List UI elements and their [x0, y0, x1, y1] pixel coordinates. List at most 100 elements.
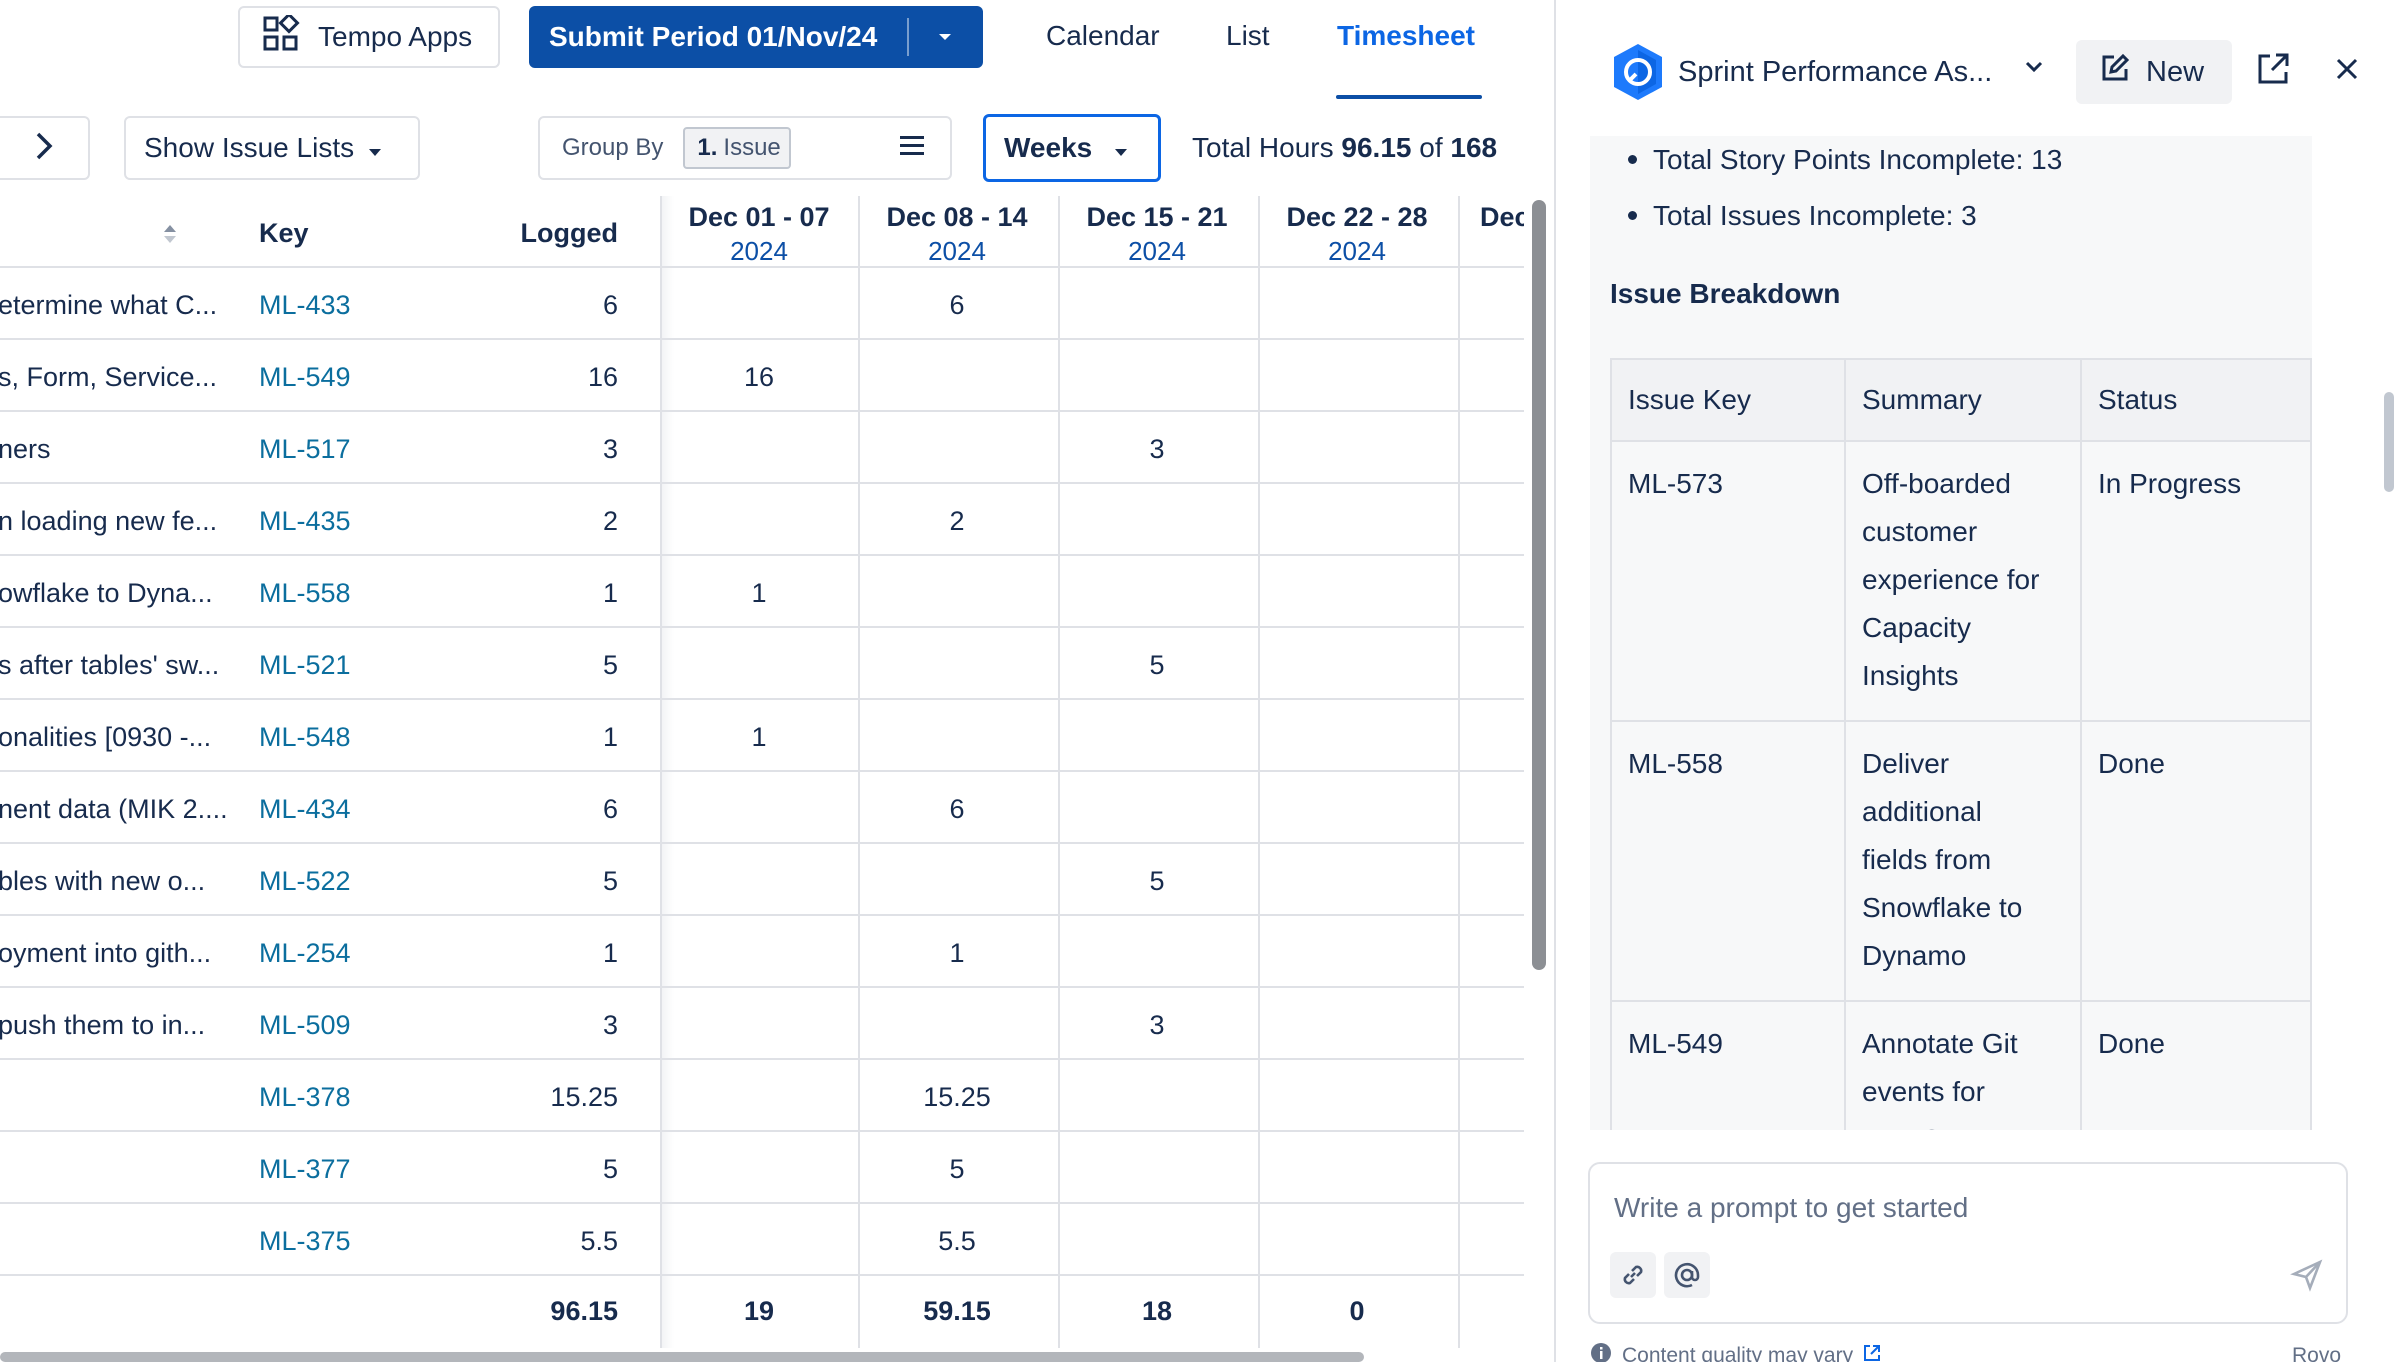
week-hours-cell[interactable]: 3 — [1149, 434, 1165, 464]
panel-scrollbar[interactable] — [2384, 392, 2394, 492]
issue-summary[interactable]: s after tables' sw... — [0, 650, 220, 680]
issue-key-link[interactable]: ML-434 — [259, 794, 351, 824]
issue-summary[interactable]: owflake to Dyna... — [0, 578, 213, 608]
week-hours-cell[interactable]: 1 — [949, 938, 965, 968]
issue-key-link[interactable]: ML-548 — [259, 722, 351, 752]
open-external-icon[interactable] — [2256, 52, 2290, 91]
week-year: 2024 — [1328, 236, 1386, 266]
chevron-down-icon[interactable] — [2024, 60, 2044, 79]
week-hours-cell[interactable]: 16 — [743, 362, 775, 392]
summary-line: Deliver — [1862, 748, 1950, 779]
week-range: Dec — [1480, 202, 1524, 232]
issue-key-link[interactable]: ML-517 — [259, 434, 351, 464]
issue-key-link[interactable]: ML-522 — [259, 866, 351, 896]
tempo-apps-button[interactable]: Tempo Apps — [238, 6, 500, 68]
issue-key-link[interactable]: ML-375 — [259, 1226, 351, 1256]
external-link-icon[interactable] — [1863, 1344, 1881, 1362]
issue-status: Done — [2080, 1000, 2312, 1130]
row-divider — [0, 986, 1524, 988]
link-icon[interactable] — [1610, 1252, 1656, 1298]
column-header-week[interactable]: Dec 15 - 21 2024 — [1058, 200, 1256, 268]
issue-summary[interactable]: ners — [0, 434, 51, 464]
table-vertical-scrollbar[interactable] — [1532, 200, 1546, 970]
issue-summary[interactable]: n loading new fe... — [0, 506, 218, 536]
issue-summary[interactable]: s, Form, Service... — [0, 362, 218, 392]
week-hours-cell[interactable]: 3 — [1149, 1010, 1165, 1040]
period-view-select[interactable]: Weeks — [983, 114, 1161, 182]
week-hours-cell[interactable]: 1 — [751, 578, 767, 608]
week-hours-cell[interactable]: 6 — [949, 290, 965, 320]
header-divider — [0, 266, 1524, 268]
breakdown-heading: Issue Breakdown — [1610, 278, 1841, 309]
issue-key-link[interactable]: ML-435 — [259, 506, 351, 536]
issue-key-link[interactable]: ML-521 — [259, 650, 351, 680]
chevron-right-icon — [34, 131, 54, 166]
week-hours-cell[interactable]: 5 — [949, 1154, 965, 1184]
row-divider — [0, 842, 1524, 844]
issue-summary[interactable]: oyment into gith... — [0, 938, 212, 968]
prompt-input[interactable]: Write a prompt to get started — [1588, 1162, 2348, 1324]
agent-title[interactable]: Sprint Performance As... — [1678, 56, 1993, 88]
submit-period-button[interactable]: Submit Period 01/Nov/24 — [529, 6, 983, 68]
week-hours-cell[interactable]: 5.5 — [938, 1226, 976, 1256]
issue-summary[interactable]: nent data (MIK 2.... — [0, 794, 228, 824]
table-horizontal-scrollbar[interactable] — [0, 1352, 1364, 1362]
chevron-down-icon — [1114, 132, 1128, 164]
logged-hours: 3 — [602, 434, 618, 464]
row-divider — [0, 626, 1524, 628]
group-by-chip[interactable]: 1. Issue — [683, 127, 792, 169]
summary-line: Dynamo — [1862, 940, 1967, 971]
row-divider — [0, 1274, 1524, 1276]
summary-line: Insights — [1862, 660, 1959, 691]
menu-icon[interactable] — [898, 133, 926, 164]
summary-line: additional — [1862, 796, 1982, 827]
issue-key: ML-549 — [1610, 1000, 1846, 1130]
issue-key-link[interactable]: ML-378 — [259, 1082, 351, 1112]
tab-list[interactable]: List — [1226, 20, 1270, 51]
table-row: ML-558 Deliver additional fields from Snowfl… — [1610, 720, 2312, 1002]
column-header-week[interactable]: Dec 08 - 14 2024 — [858, 200, 1056, 268]
total-hours-capacity: 168 — [1450, 132, 1498, 163]
mention-icon[interactable] — [1664, 1252, 1710, 1298]
issue-summary[interactable]: push them to in... — [0, 1010, 206, 1040]
send-icon[interactable] — [2290, 1258, 2324, 1297]
group-by-control[interactable]: Group By 1. Issue — [538, 116, 952, 180]
issue-summary[interactable]: bles with new o... — [0, 866, 206, 896]
week-hours-cell[interactable]: 5 — [1149, 866, 1165, 896]
tab-timesheet[interactable]: Timesheet — [1337, 20, 1475, 51]
column-header-week[interactable]: Dec 01 - 07 2024 — [660, 200, 858, 268]
tab-calendar[interactable]: Calendar — [1046, 20, 1160, 51]
logged-hours: 15.25 — [550, 1082, 618, 1112]
issue-key-link[interactable]: ML-558 — [259, 578, 351, 608]
button-divider — [907, 18, 909, 56]
column-divider — [660, 196, 662, 1348]
week-year: 2024 — [928, 236, 986, 266]
show-issue-lists-button[interactable]: Show Issue Lists — [124, 116, 420, 180]
chevron-down-icon[interactable] — [909, 32, 981, 42]
week-range: Dec 08 - 14 — [886, 202, 1028, 232]
close-icon[interactable] — [2334, 56, 2360, 87]
next-period-button[interactable] — [0, 116, 90, 180]
issue-key-link[interactable]: ML-549 — [259, 362, 351, 392]
table-row: ML-549 Annotate Git events for PureCars Done — [1610, 1000, 2312, 1130]
issue-summary[interactable]: etermine what C... — [0, 290, 218, 320]
issue-key-link[interactable]: ML-509 — [259, 1010, 351, 1040]
group-by-label: Group By — [562, 134, 664, 161]
column-header-logged[interactable]: Logged — [520, 218, 618, 248]
issue-key-link[interactable]: ML-254 — [259, 938, 351, 968]
week-hours-cell[interactable]: 1 — [751, 722, 767, 752]
issue-key-link[interactable]: ML-377 — [259, 1154, 351, 1184]
week-hours-cell[interactable]: 15.25 — [923, 1082, 991, 1112]
week-hours-cell[interactable]: 6 — [949, 794, 965, 824]
column-header-week[interactable]: Dec — [1458, 200, 1524, 234]
column-header-week[interactable]: Dec 22 - 28 2024 — [1258, 200, 1456, 268]
sort-icon[interactable] — [162, 222, 178, 253]
issue-key-link[interactable]: ML-433 — [259, 290, 351, 320]
issue-summary[interactable]: onalities [0930 -... — [0, 722, 212, 752]
column-header-key[interactable]: Key — [259, 218, 309, 248]
week-hours-cell[interactable]: 5 — [1149, 650, 1165, 680]
week-hours-cell[interactable]: 2 — [949, 506, 965, 536]
new-chat-button[interactable]: New — [2076, 40, 2232, 104]
top-bar: Tempo Apps Submit Period 01/Nov/24 Calen… — [0, 0, 1550, 100]
summary-line: Off-boarded — [1862, 468, 2011, 499]
